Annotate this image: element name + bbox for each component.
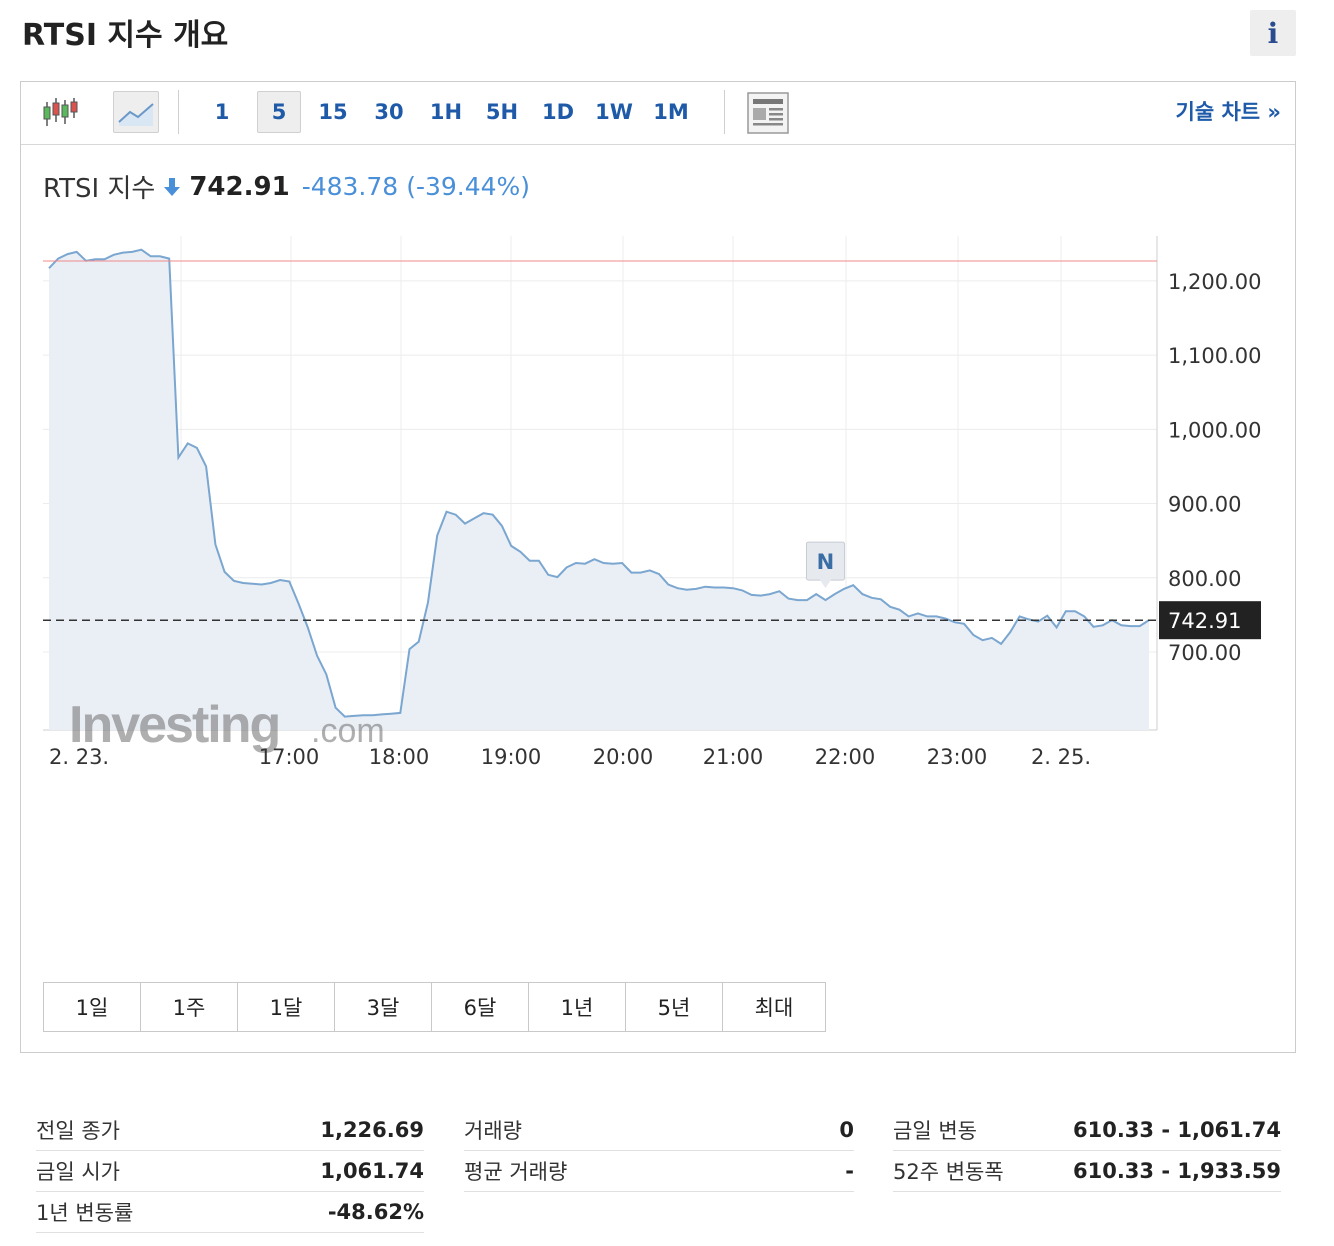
news-marker[interactable]: N — [805, 541, 845, 589]
stat-value: 1,226.69 — [320, 1118, 424, 1142]
range-selector: 1일 1주 1달 3달 6달 1년 5년 최대 — [43, 982, 826, 1032]
stat-label: 평균 거래량 — [464, 1160, 568, 1184]
stat-label: 금일 시가 — [36, 1160, 120, 1184]
watermark-main: Investing — [69, 696, 279, 754]
range-1y[interactable]: 1년 — [528, 982, 626, 1032]
y-tick-label: 700.00 — [1168, 641, 1241, 665]
timeframe-5[interactable]: 5 — [257, 91, 301, 133]
chart-widget: 1 5 15 30 1H 5H 1D 1W 1M 기술 차트 » RTSI 지수… — [20, 81, 1296, 1053]
range-1d[interactable]: 1일 — [43, 982, 141, 1032]
timeframe-1h[interactable]: 1H — [429, 100, 463, 124]
news-layout-icon[interactable] — [747, 92, 789, 134]
range-5y[interactable]: 5년 — [625, 982, 723, 1032]
stat-value: - — [845, 1159, 854, 1183]
y-tick-label: 1,200.00 — [1168, 270, 1262, 294]
price-change-percent: (-39.44%) — [406, 172, 531, 201]
timeframe-1[interactable]: 1 — [214, 100, 230, 124]
area-chart-icon — [118, 103, 154, 126]
price-line — [48, 248, 1150, 718]
range-3m[interactable]: 3달 — [334, 982, 432, 1032]
stat-row: 평균 거래량 - — [464, 1151, 854, 1192]
toolbar-separator — [724, 90, 725, 134]
page-title: RTSI 지수 개요 — [22, 18, 229, 53]
range-max[interactable]: 최대 — [722, 982, 826, 1032]
x-tick-label: 2. 25. — [1031, 745, 1091, 769]
timeframe-1m[interactable]: 1M — [653, 100, 689, 124]
watermark-suffix: .com — [311, 712, 385, 750]
price-area — [49, 249, 1149, 730]
stat-row: 전일 종가 1,226.69 — [36, 1110, 424, 1151]
x-tick-label: 22:00 — [815, 745, 876, 769]
price-change: -483.78 — [301, 172, 399, 201]
info-button[interactable]: i — [1250, 10, 1296, 56]
stats-column-1: 전일 종가 1,226.69 금일 시가 1,061.74 1년 변동률 -48… — [36, 1110, 424, 1233]
stat-label: 52주 변동폭 — [893, 1160, 1004, 1184]
timeframe-1w[interactable]: 1W — [595, 100, 633, 124]
x-tick-label: 17:00 — [259, 745, 320, 769]
stat-label: 금일 변동 — [893, 1119, 977, 1143]
stat-label: 전일 종가 — [36, 1119, 120, 1143]
stats-column-3: 금일 변동 610.33 - 1,061.74 52주 변동폭 610.33 -… — [893, 1110, 1281, 1192]
toolbar-separator — [178, 90, 179, 134]
x-tick-label: 20:00 — [593, 745, 654, 769]
stat-row: 거래량 0 — [464, 1110, 854, 1151]
technical-chart-link[interactable]: 기술 차트 » — [1175, 100, 1281, 124]
stat-value: -48.62% — [327, 1200, 424, 1224]
range-1m[interactable]: 1달 — [237, 982, 335, 1032]
quote-header: RTSI 지수 742.91 -483.78 (-39.44%) — [43, 168, 530, 205]
y-tick-label: 1,000.00 — [1168, 418, 1262, 442]
current-price-label: 742.91 — [1159, 601, 1261, 640]
stat-value: 0 — [839, 1118, 854, 1142]
y-tick-label: 900.00 — [1168, 493, 1241, 517]
stat-value: 610.33 - 1,933.59 — [1072, 1159, 1281, 1183]
timeframe-5h[interactable]: 5H — [485, 100, 519, 124]
timeframe-30[interactable]: 30 — [374, 100, 404, 124]
price-chart[interactable]: Investing .com 1,200.00 1,100.00 1,000.00 9… — [21, 222, 1295, 862]
instrument-name: RTSI 지수 — [43, 174, 156, 204]
timeframe-15[interactable]: 15 — [318, 100, 348, 124]
x-tick-label: 19:00 — [481, 745, 542, 769]
news-marker-label: N — [817, 550, 835, 574]
x-tick-label: 2. 23. — [49, 745, 109, 769]
area-chart-button[interactable] — [113, 91, 159, 133]
last-price: 742.91 — [189, 171, 290, 202]
stat-label: 1년 변동률 — [36, 1201, 134, 1225]
stat-row: 1년 변동률 -48.62% — [36, 1192, 424, 1233]
range-1w[interactable]: 1주 — [140, 982, 238, 1032]
current-price-text: 742.91 — [1168, 609, 1241, 633]
stat-row: 52주 변동폭 610.33 - 1,933.59 — [893, 1151, 1281, 1192]
stat-value: 610.33 - 1,061.74 — [1072, 1118, 1281, 1142]
x-tick-label: 21:00 — [703, 745, 764, 769]
watermark: Investing .com — [69, 696, 385, 754]
x-tick-label: 23:00 — [927, 745, 988, 769]
stats-column-2: 거래량 0 평균 거래량 - — [464, 1110, 854, 1192]
stat-row: 금일 시가 1,061.74 — [36, 1151, 424, 1192]
x-tick-label: 18:00 — [369, 745, 430, 769]
y-tick-label: 1,100.00 — [1168, 344, 1262, 368]
arrow-down-icon — [164, 177, 181, 196]
stat-row: 금일 변동 610.33 - 1,061.74 — [893, 1110, 1281, 1151]
stat-label: 거래량 — [464, 1119, 522, 1143]
candlestick-icon[interactable] — [39, 92, 81, 134]
range-6m[interactable]: 6달 — [431, 982, 529, 1032]
timeframe-1d[interactable]: 1D — [541, 100, 575, 124]
stat-value: 1,061.74 — [320, 1159, 424, 1183]
y-tick-label: 800.00 — [1168, 567, 1241, 591]
chart-toolbar: 1 5 15 30 1H 5H 1D 1W 1M 기술 차트 » — [21, 82, 1295, 145]
